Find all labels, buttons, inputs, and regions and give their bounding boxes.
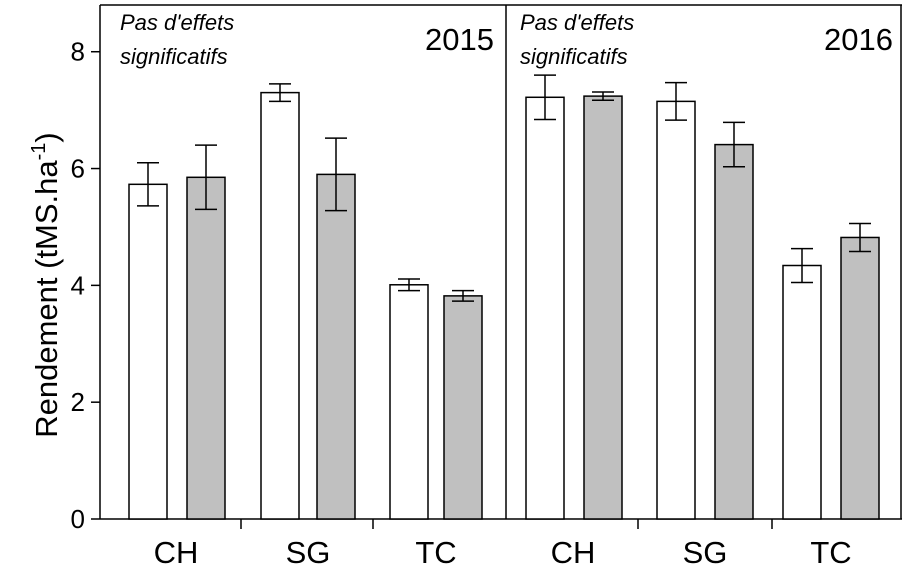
bar <box>714 143 754 520</box>
x-category-label: SG <box>286 535 331 569</box>
bar <box>260 91 300 520</box>
bar <box>525 96 565 520</box>
axes <box>91 4 902 529</box>
y-tick-label: 6 <box>71 154 85 184</box>
bar <box>782 264 822 520</box>
x-category-label: CH <box>154 535 199 569</box>
y-axis-label-superscript: -1 <box>28 143 50 161</box>
labels: 0 2 4 6 8 2015 Pas d'effets significatifs CH SG TC… <box>71 10 893 569</box>
x-category-label: CH <box>551 535 596 569</box>
bar <box>583 95 623 520</box>
bar <box>389 284 429 520</box>
y-tick-label: 4 <box>71 270 85 300</box>
year-label: 2016 <box>824 22 893 57</box>
bar <box>128 183 168 520</box>
bar <box>840 236 880 520</box>
annotation-line1: Pas d'effets <box>120 10 234 35</box>
bar <box>186 176 226 520</box>
x-category-label: TC <box>415 535 456 569</box>
bar <box>316 173 356 520</box>
y-tick-label: 0 <box>71 504 85 534</box>
annotation-line1: Pas d'effets <box>520 10 634 35</box>
y-axis-label: Rendement (tMS.ha-1) <box>28 132 64 438</box>
bar <box>443 295 483 520</box>
x-category-label: SG <box>683 535 728 569</box>
y-tick-label: 8 <box>71 37 85 67</box>
x-category-label: TC <box>810 535 851 569</box>
y-tick-label: 2 <box>71 387 85 417</box>
bar <box>656 100 696 520</box>
bars <box>128 74 880 520</box>
year-label: 2015 <box>425 22 494 57</box>
annotation-line2: significatifs <box>120 44 228 69</box>
annotation-line2: significatifs <box>520 44 628 69</box>
